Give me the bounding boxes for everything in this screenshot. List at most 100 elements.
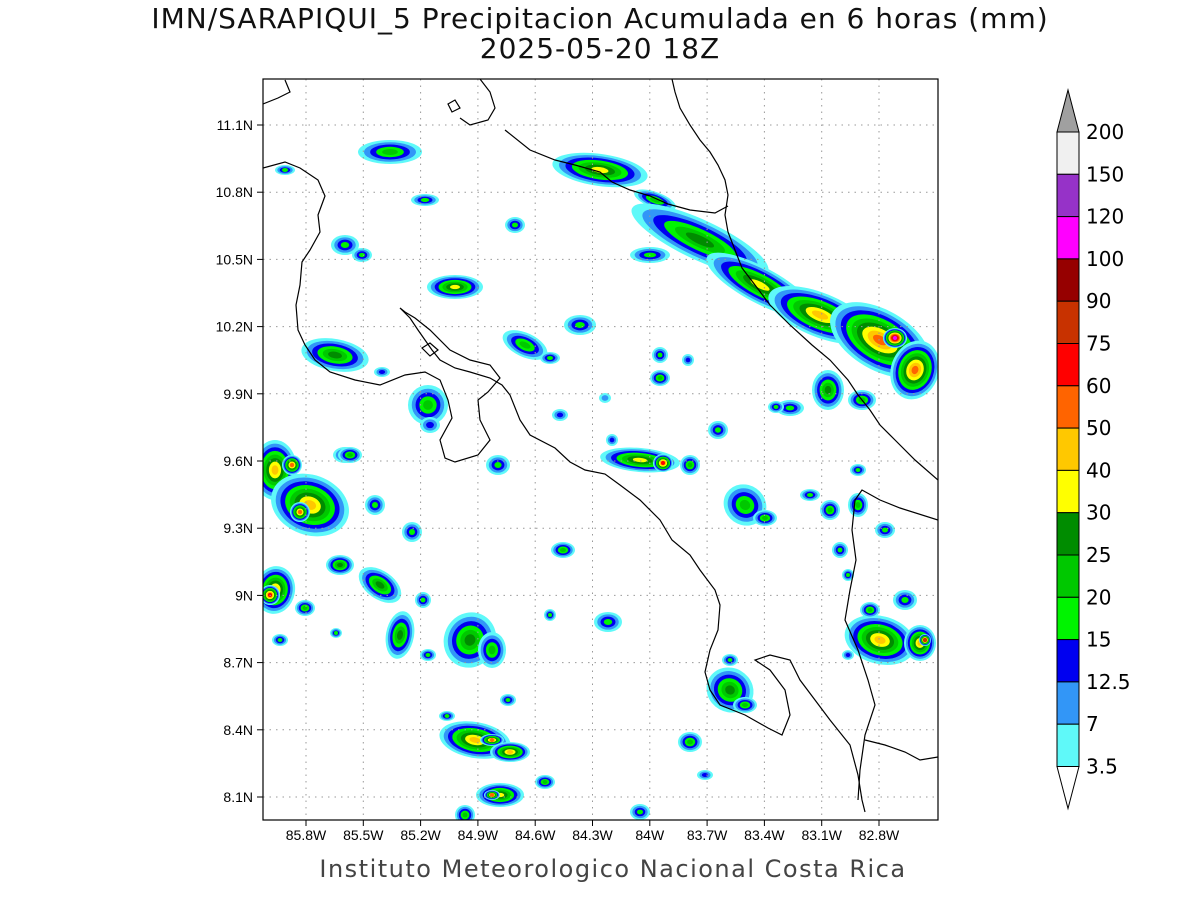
precip-cell xyxy=(340,241,350,249)
precip-cell xyxy=(546,356,554,360)
precip-cell xyxy=(375,581,385,589)
lat-tick-label: 9N xyxy=(235,587,253,603)
colorbar-segment xyxy=(1056,173,1080,218)
colorbar-segment xyxy=(1056,554,1080,598)
colorbar-level-label: 60 xyxy=(1086,374,1111,398)
colorbar-segment xyxy=(1056,131,1080,175)
precip-cell xyxy=(302,606,308,610)
precip-cell xyxy=(603,618,613,626)
precip-cell xyxy=(874,636,886,644)
longitude-labels: 85.8W 85.5W 85.2W 84.9W 84.6W 84.3W 84W 83.7W 83… xyxy=(286,827,900,843)
precip-cell xyxy=(867,608,873,612)
precip-cell xyxy=(811,310,829,320)
precip-cell xyxy=(488,645,496,655)
precip-cell xyxy=(739,499,751,511)
precip-cell xyxy=(328,351,342,359)
colorbar-level-label: 30 xyxy=(1086,501,1111,525)
coastline-borders xyxy=(263,79,938,813)
precip-cell xyxy=(511,222,519,228)
lon-tick-label: 82.8W xyxy=(859,827,900,843)
precip-cell xyxy=(762,516,768,520)
colorbar-segment xyxy=(1056,258,1080,302)
colorbar-segment xyxy=(1056,512,1080,556)
precip-cell xyxy=(560,548,566,552)
precip-cell xyxy=(685,357,691,363)
precip-cell xyxy=(519,341,531,349)
colorbar-segment xyxy=(1056,469,1080,514)
colorbar: 3.5 7 12.5 15 20 25 30 40 50 60 75 90 100 120 150 200 xyxy=(1056,88,1131,811)
precip-cell xyxy=(657,376,663,380)
lon-tick-label: 84.9W xyxy=(458,827,499,843)
colorbar-segment xyxy=(1056,216,1080,260)
precip-cell xyxy=(408,528,416,536)
colorbar-segment xyxy=(1056,343,1080,387)
precip-cell xyxy=(727,658,733,662)
precip-cell xyxy=(591,166,609,174)
lon-tick-label: 83.1W xyxy=(801,827,842,843)
lat-tick-label: 9.6N xyxy=(223,453,253,469)
colorbar-level-label: 120 xyxy=(1086,205,1124,229)
lon-tick-label: 84W xyxy=(635,827,665,843)
lon-tick-label: 83.4W xyxy=(744,827,785,843)
colorbar-level-label: 7 xyxy=(1086,712,1099,736)
colorbar-over-triangle xyxy=(1056,88,1080,133)
precip-cell xyxy=(425,653,431,657)
lon-tick-label: 84.3W xyxy=(572,827,613,843)
precip-cell xyxy=(420,597,426,603)
precip-cell xyxy=(542,780,548,784)
precip-cell xyxy=(601,395,609,401)
colorbar-segment xyxy=(1056,639,1080,683)
precip-cell xyxy=(881,527,889,533)
lat-tick-label: 10.8N xyxy=(216,184,253,200)
colorbar-segment xyxy=(1056,723,1080,768)
precip-cell xyxy=(490,793,494,797)
precip-cell xyxy=(371,501,379,509)
precipitation-fields xyxy=(263,140,938,820)
precip-cell xyxy=(701,773,709,777)
precip-cell xyxy=(281,168,289,172)
colorbar-level-label: 50 xyxy=(1086,416,1111,440)
precip-cell xyxy=(464,634,476,646)
precip-cell xyxy=(426,421,434,429)
nicoya-gulf-islands xyxy=(421,99,461,357)
precip-cell xyxy=(806,493,814,497)
lat-tick-label: 9.9N xyxy=(223,386,253,402)
precip-cell xyxy=(548,613,552,617)
precip-cell xyxy=(378,370,386,374)
precip-cell xyxy=(462,812,468,818)
precip-cell xyxy=(911,365,919,375)
precip-cell xyxy=(382,149,398,155)
colorbar-segment xyxy=(1056,300,1080,345)
precip-cell xyxy=(444,714,450,718)
precip-cell xyxy=(785,405,795,411)
precip-cell xyxy=(505,698,511,702)
panama-border xyxy=(844,489,938,801)
precip-cell xyxy=(358,252,366,258)
precip-cell xyxy=(893,336,897,340)
panama-pacific-coast xyxy=(864,739,938,761)
colorbar-segment xyxy=(1056,385,1080,429)
colorbar-level-label: 12.5 xyxy=(1086,670,1131,694)
precip-cell xyxy=(845,653,851,657)
lat-tick-label: 8.4N xyxy=(223,722,253,738)
precip-cell xyxy=(506,750,514,754)
precip-cell xyxy=(423,400,433,410)
precip-cell xyxy=(687,462,693,468)
precip-cell xyxy=(494,461,502,469)
colorbar-segment xyxy=(1056,596,1080,641)
lat-tick-label: 8.1N xyxy=(223,789,253,805)
pacific-coastline xyxy=(263,161,866,813)
precip-cell xyxy=(337,562,343,568)
precip-cell xyxy=(347,453,353,457)
lon-tick-label: 84.6W xyxy=(515,827,556,843)
lat-tick-label: 11.1N xyxy=(217,117,253,133)
colorbar-level-label: 100 xyxy=(1086,247,1124,271)
lat-tick-label: 9.3N xyxy=(223,520,253,536)
colorbar-level-label: 40 xyxy=(1086,458,1111,482)
lat-lon-grid xyxy=(257,79,938,826)
latitude-labels: 11.1N 10.8N 10.5N 10.2N 9.9N 9.6N 9.3N 9N 8.7N 8.… xyxy=(216,117,253,805)
precip-cell xyxy=(923,638,927,642)
precip-cell xyxy=(420,198,430,202)
precip-cell xyxy=(824,385,832,395)
precip-cell xyxy=(846,573,850,577)
